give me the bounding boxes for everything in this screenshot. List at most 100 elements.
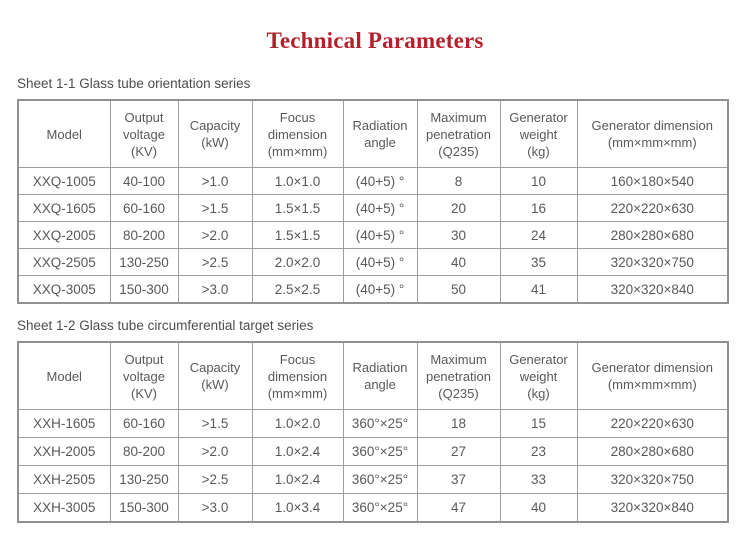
header-row: Model Output voltage (KV) Capacity (kW) Focus d…	[17, 99, 729, 168]
header-row: Model Output voltage (KV) Capacity (kW) Focus d…	[17, 341, 729, 410]
table-cell: 40	[499, 493, 578, 523]
table-cell: XXH-2505	[17, 465, 111, 494]
table-cell: 360°×25°	[342, 409, 418, 438]
table-cell: 320×320×750	[576, 465, 729, 494]
column-header: Generator weight (kg)	[499, 99, 578, 168]
table-section-circumferential-series: Sheet 1-2 Glass tube circumferential tar…	[0, 318, 750, 523]
table-cell: 2.0×2.0	[251, 248, 344, 276]
table-cell: 50	[416, 275, 501, 304]
table-cell: 1.0×2.0	[251, 409, 344, 438]
table-row: XXH-2505 130-250 >2.5 1.0×2.4 360°×25° 37 33 32…	[17, 465, 729, 494]
table-cell: 130-250	[109, 465, 179, 494]
table-cell: 10	[499, 167, 578, 195]
table-cell: 24	[499, 221, 578, 249]
column-header: Model	[17, 341, 111, 410]
table-cell: 60-160	[109, 409, 179, 438]
table-cell: >2.5	[177, 465, 253, 494]
table-cell: 47	[416, 493, 501, 523]
table-cell: 35	[499, 248, 578, 276]
table-cell: 60-160	[109, 194, 179, 222]
table-cell: 2.5×2.5	[251, 275, 344, 304]
table-cell: 23	[499, 437, 578, 466]
table-cell: 320×320×840	[576, 493, 729, 523]
table-cell: 18	[416, 409, 501, 438]
table-cell: 16	[499, 194, 578, 222]
table-cell: 8	[416, 167, 501, 195]
table-cell: >3.0	[177, 493, 253, 523]
column-header: Generator weight (kg)	[499, 341, 578, 410]
column-header: Radiation angle	[342, 341, 418, 410]
table-row: XXQ-1605 60-160 >1.5 1.5×1.5 (40+5) ° 20 16 220…	[17, 194, 729, 222]
table-cell: XXH-1605	[17, 409, 111, 438]
column-header: Capacity (kW)	[177, 341, 253, 410]
table-cell: XXQ-1005	[17, 167, 111, 195]
table-cell: 15	[499, 409, 578, 438]
column-header: Maximum penetration (Q235)	[416, 341, 501, 410]
table-cell: 40-100	[109, 167, 179, 195]
table-cell: 1.5×1.5	[251, 194, 344, 222]
table-cell: >2.0	[177, 437, 253, 466]
table-cell: 360°×25°	[342, 437, 418, 466]
page-title: Technical Parameters	[266, 28, 484, 53]
table-cell: 1.0×3.4	[251, 493, 344, 523]
table-cell: XXQ-3005	[17, 275, 111, 304]
table-cell: (40+5) °	[342, 167, 418, 195]
table-cell: >3.0	[177, 275, 253, 304]
table-cell: 1.0×1.0	[251, 167, 344, 195]
column-header: Focus dimension (mm×mm)	[251, 341, 344, 410]
table-cell: 20	[416, 194, 501, 222]
table-cell: >1.0	[177, 167, 253, 195]
table-cell: >1.5	[177, 409, 253, 438]
column-header: Model	[17, 99, 111, 168]
table-cell: 30	[416, 221, 501, 249]
table-cell: (40+5) °	[342, 275, 418, 304]
column-header: Capacity (kW)	[177, 99, 253, 168]
table-row: XXQ-3005 150-300 >3.0 2.5×2.5 (40+5) ° 50 41 32…	[17, 275, 729, 304]
technical-parameters-page: Technical Parameters Sheet 1-1 Glass tub…	[0, 27, 750, 539]
table-row: XXQ-2505 130-250 >2.5 2.0×2.0 (40+5) ° 40 35 32…	[17, 248, 729, 276]
table-cell: 130-250	[109, 248, 179, 276]
table-cell: XXQ-2005	[17, 221, 111, 249]
table-row: XXH-1605 60-160 >1.5 1.0×2.0 360°×25° 18 15 220…	[17, 409, 729, 438]
table-cell: (40+5) °	[342, 194, 418, 222]
table-cell: 360°×25°	[342, 465, 418, 494]
table-cell: XXH-3005	[17, 493, 111, 523]
table-cell: 280×280×680	[576, 437, 729, 466]
glass-tube-orientation-table: Model Output voltage (KV) Capacity (kW) Focus d…	[17, 99, 729, 304]
table-cell: 280×280×680	[576, 221, 729, 249]
table-cell: XXH-2005	[17, 437, 111, 466]
column-header: Generator dimension (mm×mm×mm)	[576, 99, 729, 168]
table-row: XXH-2005 80-200 >2.0 1.0×2.4 360°×25° 27 23 280…	[17, 437, 729, 466]
table-cell: 220×220×630	[576, 409, 729, 438]
table-cell: 220×220×630	[576, 194, 729, 222]
column-header: Focus dimension (mm×mm)	[251, 99, 344, 168]
table-cell: 41	[499, 275, 578, 304]
table-cell: >1.5	[177, 194, 253, 222]
table-caption-sheet-1-2: Sheet 1-2 Glass tube circumferential tar…	[17, 318, 314, 333]
table-cell: 33	[499, 465, 578, 494]
column-header: Output voltage (KV)	[109, 341, 179, 410]
table-cell: 150-300	[109, 493, 179, 523]
column-header: Generator dimension (mm×mm×mm)	[576, 341, 729, 410]
table-row: XXQ-1005 40-100 >1.0 1.0×1.0 (40+5) ° 8 10 160×…	[17, 167, 729, 195]
table-cell: 40	[416, 248, 501, 276]
table-row: XXH-3005 150-300 >3.0 1.0×3.4 360°×25° 47 40 32…	[17, 493, 729, 523]
table-caption-sheet-1-1: Sheet 1-1 Glass tube orientation series	[17, 76, 251, 91]
table-cell: (40+5) °	[342, 221, 418, 249]
table-cell: 1.5×1.5	[251, 221, 344, 249]
table-cell: 80-200	[109, 437, 179, 466]
table-cell: >2.5	[177, 248, 253, 276]
table-cell: >2.0	[177, 221, 253, 249]
table-cell: 320×320×750	[576, 248, 729, 276]
table-cell: 1.0×2.4	[251, 465, 344, 494]
table-cell: XXQ-1605	[17, 194, 111, 222]
table-row: XXQ-2005 80-200 >2.0 1.5×1.5 (40+5) ° 30 24 280…	[17, 221, 729, 249]
glass-tube-circumferential-table: Model Output voltage (KV) Capacity (kW) Focus d…	[17, 341, 729, 523]
table-cell: 160×180×540	[576, 167, 729, 195]
column-header: Maximum penetration (Q235)	[416, 99, 501, 168]
table-cell: 27	[416, 437, 501, 466]
table-cell: 150-300	[109, 275, 179, 304]
table-cell: XXQ-2505	[17, 248, 111, 276]
table-cell: 1.0×2.4	[251, 437, 344, 466]
table-section-orientation-series: Sheet 1-1 Glass tube orientation series …	[0, 76, 750, 304]
